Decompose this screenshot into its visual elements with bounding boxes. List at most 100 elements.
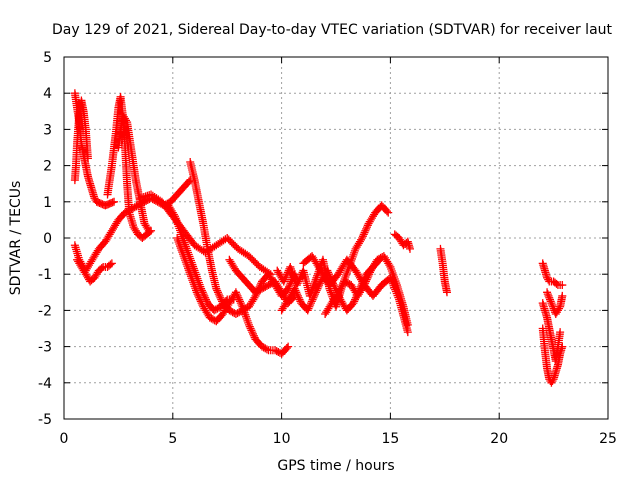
data-point <box>313 271 322 280</box>
data-point <box>293 279 302 288</box>
data-point <box>284 342 293 351</box>
series-arc-16 <box>390 230 414 253</box>
data-point <box>366 268 374 277</box>
data-point <box>280 275 289 284</box>
data-point <box>197 286 206 295</box>
y-tick-label: -4 <box>38 376 52 392</box>
data-point <box>363 273 372 282</box>
data-point <box>97 264 106 273</box>
data-point <box>172 216 181 225</box>
data-point <box>289 273 298 282</box>
x-tick-label: 20 <box>490 431 508 447</box>
data-point <box>241 310 250 319</box>
data-point <box>190 266 199 275</box>
data-point <box>170 212 179 221</box>
series-arc-1 <box>70 89 119 210</box>
data-point <box>546 297 555 306</box>
data-point <box>342 268 351 277</box>
data-point <box>194 276 203 285</box>
data-point <box>184 250 193 259</box>
data-point <box>178 234 187 243</box>
data-point <box>244 320 253 329</box>
data-point <box>294 277 303 286</box>
data-point <box>293 290 302 299</box>
grid-lines <box>64 57 608 419</box>
data-point <box>403 320 412 329</box>
data-point <box>386 262 395 271</box>
data-point <box>236 299 245 308</box>
data-point <box>173 218 182 227</box>
data-point <box>358 234 367 242</box>
data-point <box>363 223 372 232</box>
data-point <box>360 281 369 290</box>
y-axis-label: SDTVAR / TECUs <box>8 181 24 296</box>
x-tick-label: 5 <box>168 431 177 447</box>
data-point <box>171 214 180 223</box>
data-point <box>240 308 249 317</box>
data-point <box>189 264 198 273</box>
data-point <box>182 244 191 253</box>
y-tick-label: -2 <box>38 303 52 319</box>
x-tick-label: 0 <box>60 431 69 447</box>
data-point <box>309 293 318 302</box>
data-point <box>144 226 153 235</box>
data-point <box>181 240 190 249</box>
data-point <box>184 248 193 257</box>
data-point <box>174 222 183 231</box>
data-point <box>83 154 92 163</box>
data-point <box>239 304 248 313</box>
data-point <box>173 220 182 229</box>
data-point <box>349 250 358 259</box>
data-point <box>390 273 399 282</box>
data-point <box>282 272 291 281</box>
data-point <box>365 270 374 279</box>
y-tick-label: 3 <box>43 122 52 138</box>
data-point <box>292 288 301 297</box>
data-point <box>361 277 370 286</box>
data-point <box>231 288 240 297</box>
data-points <box>70 89 567 387</box>
data-point <box>547 299 556 308</box>
data-point <box>232 290 241 299</box>
data-point <box>186 254 195 263</box>
data-point <box>186 256 195 265</box>
data-point <box>246 324 255 333</box>
chart-title: Day 129 of 2021, Sidereal Day-to-day VTE… <box>52 22 613 38</box>
data-point <box>545 293 554 302</box>
data-point <box>296 273 305 282</box>
data-point <box>235 297 244 306</box>
series-arc-21 <box>543 288 567 319</box>
data-point <box>382 207 391 216</box>
data-point <box>238 302 247 311</box>
y-tick-label: 0 <box>43 231 52 247</box>
data-point <box>191 268 200 277</box>
data-point <box>288 268 297 277</box>
data-point <box>201 295 210 304</box>
data-point <box>295 295 304 304</box>
data-point <box>188 260 197 269</box>
data-point <box>291 286 300 295</box>
data-point <box>197 284 206 293</box>
data-point <box>363 221 372 230</box>
data-point <box>350 297 359 306</box>
data-point <box>362 275 371 284</box>
data-point <box>314 282 323 291</box>
series-arc-20 <box>538 324 567 387</box>
data-point <box>307 297 316 306</box>
y-tick-labels: -5 -4 -3 -2 -1 0 1 2 3 4 5 <box>38 50 52 428</box>
data-point <box>350 248 359 257</box>
series-arc-4 <box>114 110 153 235</box>
series-arc-7 <box>136 190 275 279</box>
data-point <box>306 299 315 308</box>
data-point <box>244 318 253 327</box>
data-point <box>200 291 209 300</box>
data-point <box>262 345 271 354</box>
y-tick-label: 1 <box>43 195 52 211</box>
data-point <box>349 299 358 308</box>
data-point <box>286 262 295 271</box>
data-point <box>390 275 399 284</box>
data-point <box>405 244 414 253</box>
plot-frame <box>63 56 609 420</box>
x-tick-label: 15 <box>381 431 399 447</box>
data-point <box>143 224 152 233</box>
